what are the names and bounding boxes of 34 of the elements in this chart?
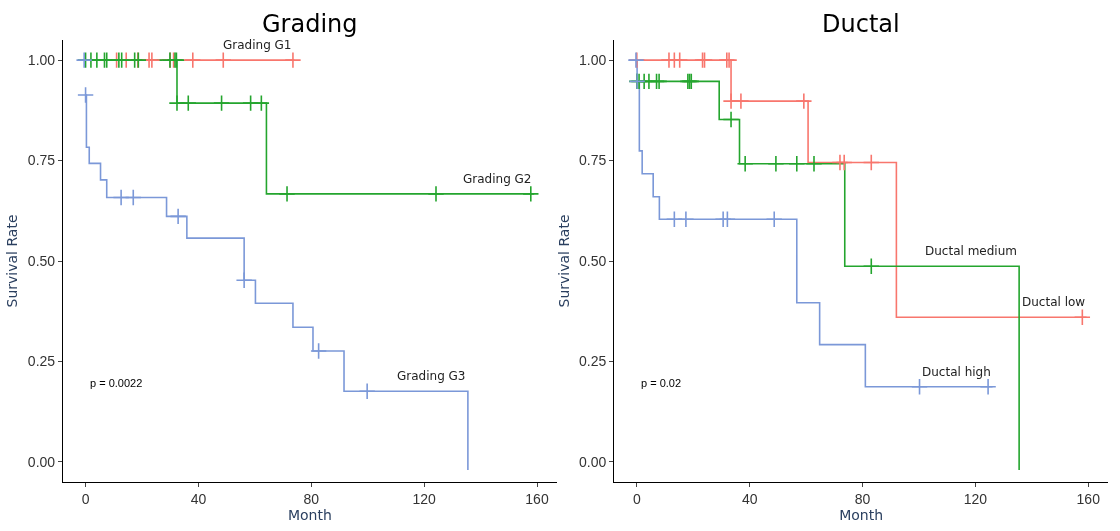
y-tick-label: 0.50 (27, 252, 56, 269)
x-tick-label: 80 (303, 490, 320, 507)
x-tick-label: 80 (854, 490, 871, 507)
y-tick-label: 0.25 (579, 353, 607, 370)
x-tick-label: 160 (1076, 490, 1101, 507)
x-tick-label: 40 (741, 490, 758, 507)
x-tick-label: 0 (81, 490, 90, 507)
x-tick-label: 120 (963, 490, 988, 507)
chart-title: Ductal (822, 10, 900, 38)
y-tick-label: 0.75 (27, 152, 56, 169)
y-tick-label: 0.50 (579, 252, 607, 269)
y-tick-label: 0.25 (27, 353, 56, 370)
x-tick-label: 120 (412, 490, 437, 507)
annotation: p = 0.0022 (90, 377, 143, 389)
x-axis-title: Month (839, 506, 884, 523)
series-label: Ductal low (1022, 295, 1086, 309)
y-tick-label: 0.00 (579, 453, 607, 470)
series-label: Grading G3 (397, 369, 466, 383)
chart-title: Grading (262, 10, 358, 38)
y-tick-label: 1.00 (579, 51, 607, 68)
x-axis-title: Month (287, 506, 332, 523)
series-label: Grading G1 (223, 38, 292, 52)
x-tick-label: 40 (190, 490, 207, 507)
y-tick-label: 0.75 (579, 152, 607, 169)
series-label: Grading G2 (463, 172, 532, 186)
series-label: Ductal high (922, 365, 991, 379)
y-tick-label: 0.00 (27, 453, 56, 470)
x-tick-label: 0 (632, 490, 641, 507)
y-axis-title: Survival Rate (555, 214, 572, 308)
y-tick-label: 1.00 (27, 51, 56, 68)
annotation: p = 0.02 (641, 377, 682, 389)
y-axis-title: Survival Rate (4, 214, 21, 308)
series-label: Ductal medium (925, 244, 1017, 258)
x-tick-label: 160 (525, 490, 549, 507)
